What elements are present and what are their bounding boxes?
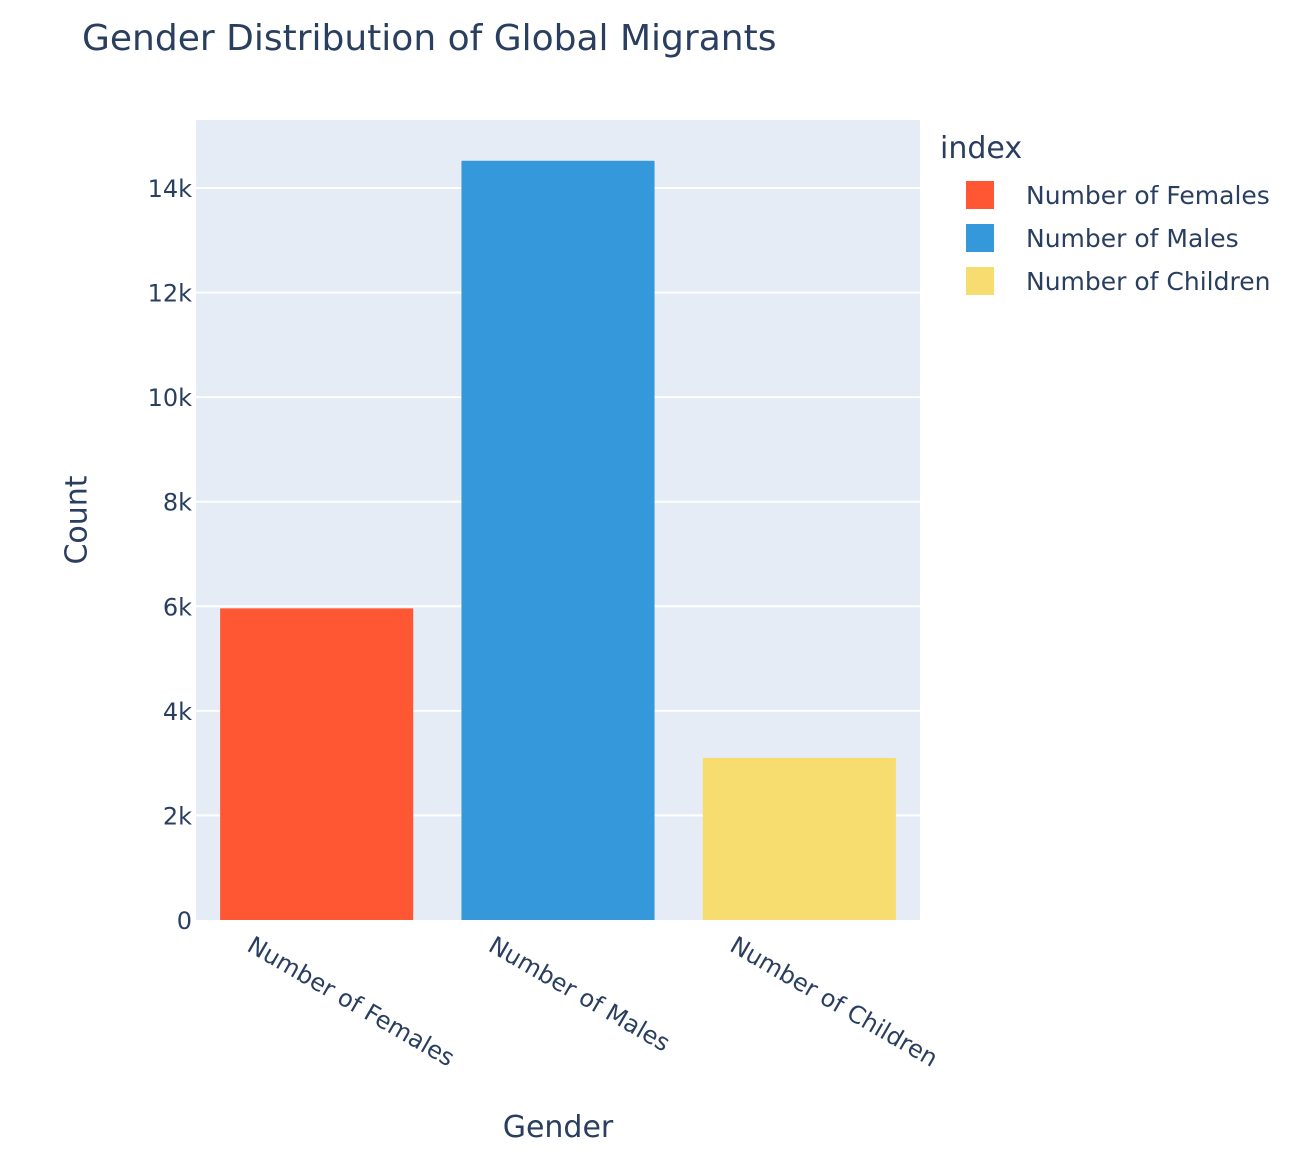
- legend-item-females[interactable]: Number of Females: [966, 180, 1270, 210]
- legend-swatch-children: [966, 267, 994, 295]
- y-tick-label-7: 14k: [148, 175, 193, 203]
- x-tick-label-0: Number of Females: [243, 931, 460, 1072]
- y-tick-label-1: 2k: [163, 802, 192, 830]
- chart-title: Gender Distribution of Global Migrants: [82, 18, 777, 59]
- x-axis-ticks: Number of Females Number of Males Number o…: [243, 931, 943, 1073]
- legend-item-children[interactable]: Number of Children: [966, 266, 1270, 296]
- y-tick-label-4: 8k: [163, 489, 192, 517]
- legend-title: index: [940, 131, 1023, 166]
- bar-0[interactable]: [220, 608, 414, 920]
- x-tick-label-2: Number of Children: [725, 931, 942, 1073]
- y-tick-label-3: 6k: [163, 593, 192, 621]
- y-axis-ticks: 0 2k 4k 6k 8k 10k 12k 14k: [148, 175, 193, 935]
- bar-2[interactable]: [702, 757, 896, 920]
- legend-swatch-males: [966, 224, 994, 252]
- y-tick-label-0: 0: [177, 907, 192, 935]
- legend-swatch-females: [966, 181, 994, 209]
- bars: [220, 160, 896, 921]
- legend-label-children: Number of Children: [1026, 266, 1271, 296]
- legend-label-males: Number of Males: [1026, 223, 1239, 253]
- legend-item-males[interactable]: Number of Males: [966, 223, 1239, 253]
- y-tick-label-2: 4k: [163, 698, 192, 726]
- y-axis-label: Count: [59, 475, 95, 565]
- y-tick-label-6: 12k: [148, 280, 193, 308]
- legend-label-females: Number of Females: [1026, 180, 1270, 210]
- x-tick-label-1: Number of Males: [484, 931, 675, 1057]
- y-tick-label-5: 10k: [148, 384, 193, 412]
- x-axis-label: Gender: [502, 1110, 614, 1145]
- bar-1[interactable]: [461, 160, 655, 921]
